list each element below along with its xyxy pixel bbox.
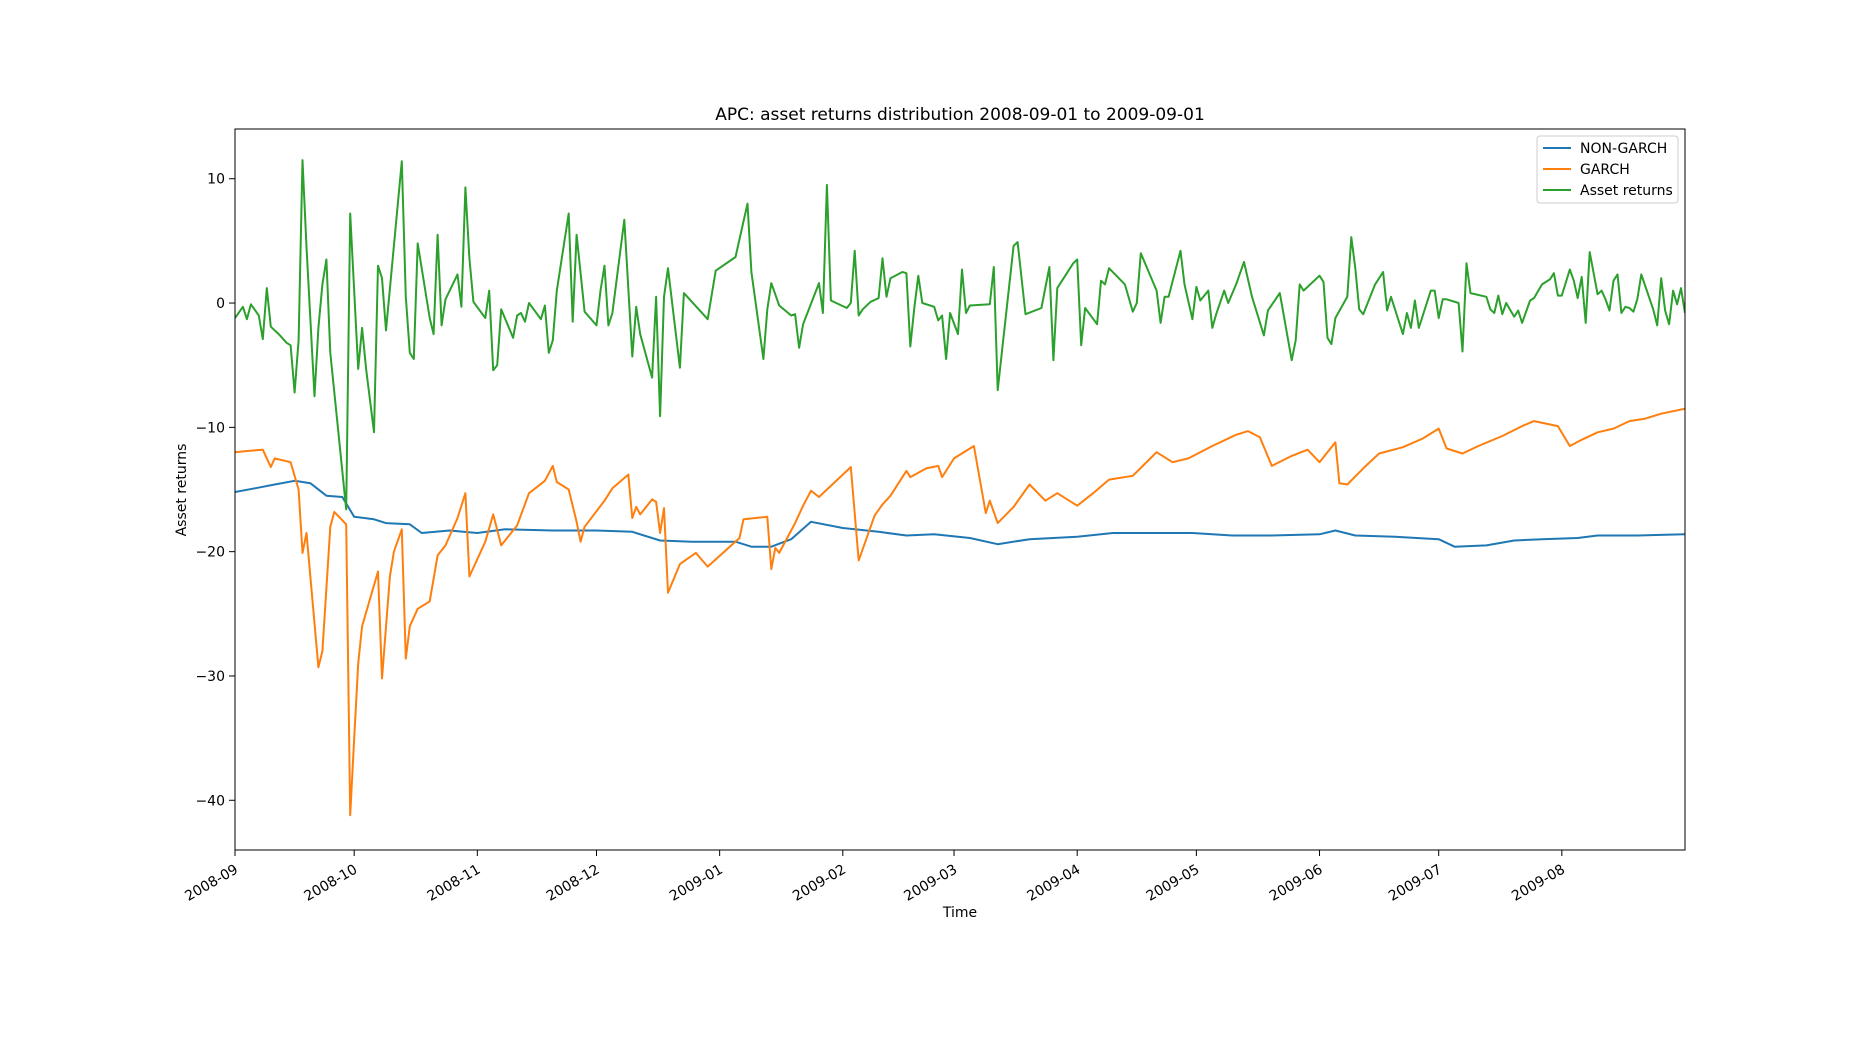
legend-label: GARCH <box>1580 162 1630 178</box>
chart-title: APC: asset returns distribution 2008-09-… <box>715 105 1205 125</box>
y-tick-label: 0 <box>216 296 225 312</box>
plot-frame <box>234 128 1686 851</box>
series-layer <box>235 159 1685 817</box>
legend: NON-GARCH GARCH Asset returns <box>1536 135 1679 204</box>
legend-label: Asset returns <box>1580 183 1673 199</box>
plot-area <box>234 128 1686 851</box>
series-line-asset-returns <box>235 159 1685 511</box>
y-axis-label: Asset returns <box>174 444 190 537</box>
y-tick-label: −10 <box>195 420 225 436</box>
legend-label: NON-GARCH <box>1580 141 1667 157</box>
y-tick-label: −20 <box>195 545 225 561</box>
x-axis-label: Time <box>942 905 977 921</box>
y-tick-label: −40 <box>195 793 225 809</box>
y-tick-label: −30 <box>195 669 225 685</box>
y-axis: 10 0 −10 −20 −30 −40 <box>195 172 235 809</box>
series-line-garch <box>235 407 1685 817</box>
legend-box <box>1536 135 1679 204</box>
series-line-non-garch <box>235 479 1685 548</box>
y-tick-label: 10 <box>207 172 225 188</box>
